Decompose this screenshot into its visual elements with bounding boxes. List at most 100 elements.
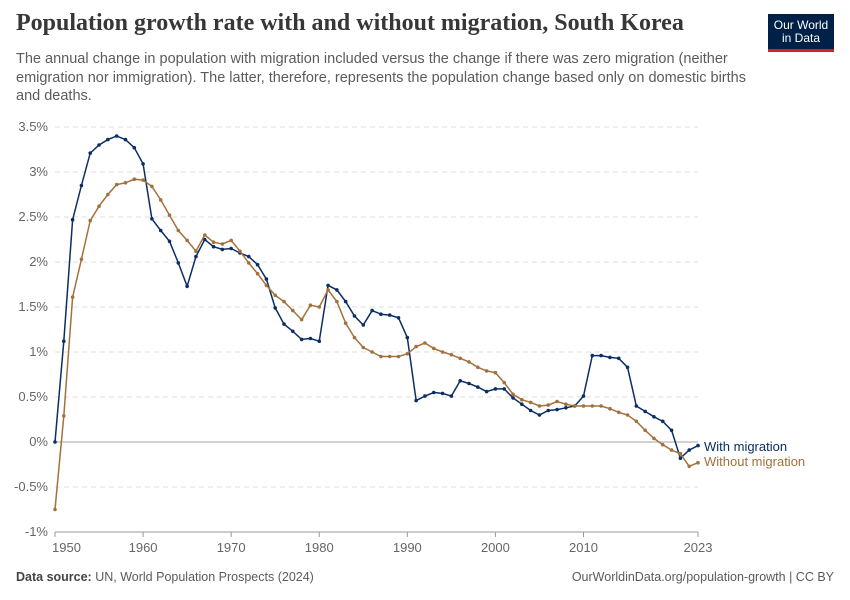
data-point[interactable]	[220, 247, 225, 252]
data-point[interactable]	[141, 178, 145, 182]
data-point[interactable]	[678, 456, 683, 461]
data-point[interactable]	[669, 428, 674, 433]
data-point[interactable]	[625, 365, 630, 370]
data-point[interactable]	[643, 409, 647, 414]
data-point[interactable]	[475, 365, 480, 370]
data-point[interactable]	[440, 350, 445, 354]
data-point[interactable]	[511, 396, 515, 400]
data-point[interactable]	[53, 440, 57, 444]
data-point[interactable]	[423, 394, 427, 398]
data-point[interactable]	[123, 137, 128, 142]
data-point[interactable]	[458, 379, 462, 383]
data-point[interactable]	[106, 192, 110, 197]
data-point[interactable]	[405, 352, 410, 356]
data-point[interactable]	[88, 218, 93, 223]
data-point[interactable]	[423, 341, 427, 345]
data-point[interactable]	[484, 369, 489, 373]
data-point[interactable]	[669, 448, 674, 452]
data-point[interactable]	[537, 413, 542, 417]
data-point[interactable]	[652, 415, 656, 419]
data-point[interactable]	[502, 380, 507, 385]
data-point[interactable]	[299, 337, 304, 342]
data-point[interactable]	[449, 352, 454, 357]
data-point[interactable]	[414, 398, 418, 403]
data-point[interactable]	[546, 403, 551, 407]
data-point[interactable]	[405, 335, 410, 340]
data-point[interactable]	[599, 404, 603, 408]
data-point[interactable]	[379, 312, 383, 317]
data-point[interactable]	[158, 228, 163, 233]
data-point[interactable]	[581, 404, 586, 408]
data-point[interactable]	[467, 381, 471, 386]
data-point[interactable]	[335, 288, 339, 292]
data-point[interactable]	[185, 238, 189, 243]
data-point[interactable]	[379, 354, 383, 359]
data-point[interactable]	[581, 394, 586, 398]
data-point[interactable]	[282, 322, 286, 326]
data-point[interactable]	[308, 303, 313, 308]
data-point[interactable]	[590, 353, 595, 358]
data-point[interactable]	[97, 204, 101, 208]
data-point[interactable]	[660, 419, 665, 424]
data-point[interactable]	[326, 288, 330, 292]
data-point[interactable]	[678, 451, 683, 456]
data-point[interactable]	[502, 387, 507, 391]
owid-logo[interactable]: Our World in Data	[768, 14, 834, 52]
data-point[interactable]	[387, 313, 392, 317]
data-point[interactable]	[625, 413, 630, 417]
data-point[interactable]	[343, 321, 348, 326]
data-point[interactable]	[141, 162, 145, 166]
data-point[interactable]	[194, 254, 198, 259]
data-point[interactable]	[511, 392, 515, 397]
data-point[interactable]	[229, 238, 233, 243]
data-point[interactable]	[467, 360, 471, 364]
data-point[interactable]	[484, 389, 489, 394]
data-point[interactable]	[150, 184, 154, 189]
data-point[interactable]	[687, 448, 691, 452]
data-point[interactable]	[123, 181, 128, 185]
data-point[interactable]	[291, 329, 295, 334]
data-point[interactable]	[238, 249, 242, 253]
data-point[interactable]	[229, 246, 233, 251]
data-point[interactable]	[555, 399, 559, 404]
data-point[interactable]	[317, 339, 322, 344]
data-point[interactable]	[370, 308, 374, 313]
data-point[interactable]	[176, 261, 181, 265]
data-point[interactable]	[660, 442, 665, 447]
data-point[interactable]	[308, 336, 313, 341]
data-point[interactable]	[520, 402, 524, 407]
data-point[interactable]	[431, 390, 436, 395]
data-point[interactable]	[317, 305, 322, 309]
data-point[interactable]	[53, 507, 57, 512]
data-point[interactable]	[608, 355, 612, 360]
data-point[interactable]	[246, 261, 251, 265]
data-point[interactable]	[546, 408, 551, 413]
data-point[interactable]	[696, 460, 700, 465]
data-point[interactable]	[264, 277, 269, 281]
data-point[interactable]	[599, 353, 603, 358]
data-point[interactable]	[370, 350, 374, 354]
data-point[interactable]	[114, 134, 119, 138]
data-point[interactable]	[590, 404, 595, 408]
data-point[interactable]	[220, 242, 225, 246]
data-point[interactable]	[528, 408, 533, 413]
data-point[interactable]	[326, 283, 330, 288]
data-point[interactable]	[361, 323, 366, 327]
data-point[interactable]	[616, 410, 621, 415]
data-point[interactable]	[352, 314, 357, 318]
data-point[interactable]	[88, 151, 93, 155]
data-point[interactable]	[616, 356, 621, 361]
data-point[interactable]	[361, 345, 366, 350]
data-point[interactable]	[264, 283, 269, 288]
data-point[interactable]	[687, 464, 691, 469]
data-point[interactable]	[387, 354, 392, 359]
data-point[interactable]	[255, 262, 260, 267]
data-point[interactable]	[696, 443, 700, 448]
data-point[interactable]	[62, 414, 66, 418]
data-point[interactable]	[211, 240, 216, 244]
data-point[interactable]	[564, 402, 568, 407]
data-point[interactable]	[282, 299, 286, 304]
data-point[interactable]	[70, 217, 75, 222]
data-point[interactable]	[150, 217, 154, 221]
data-point[interactable]	[555, 407, 559, 412]
